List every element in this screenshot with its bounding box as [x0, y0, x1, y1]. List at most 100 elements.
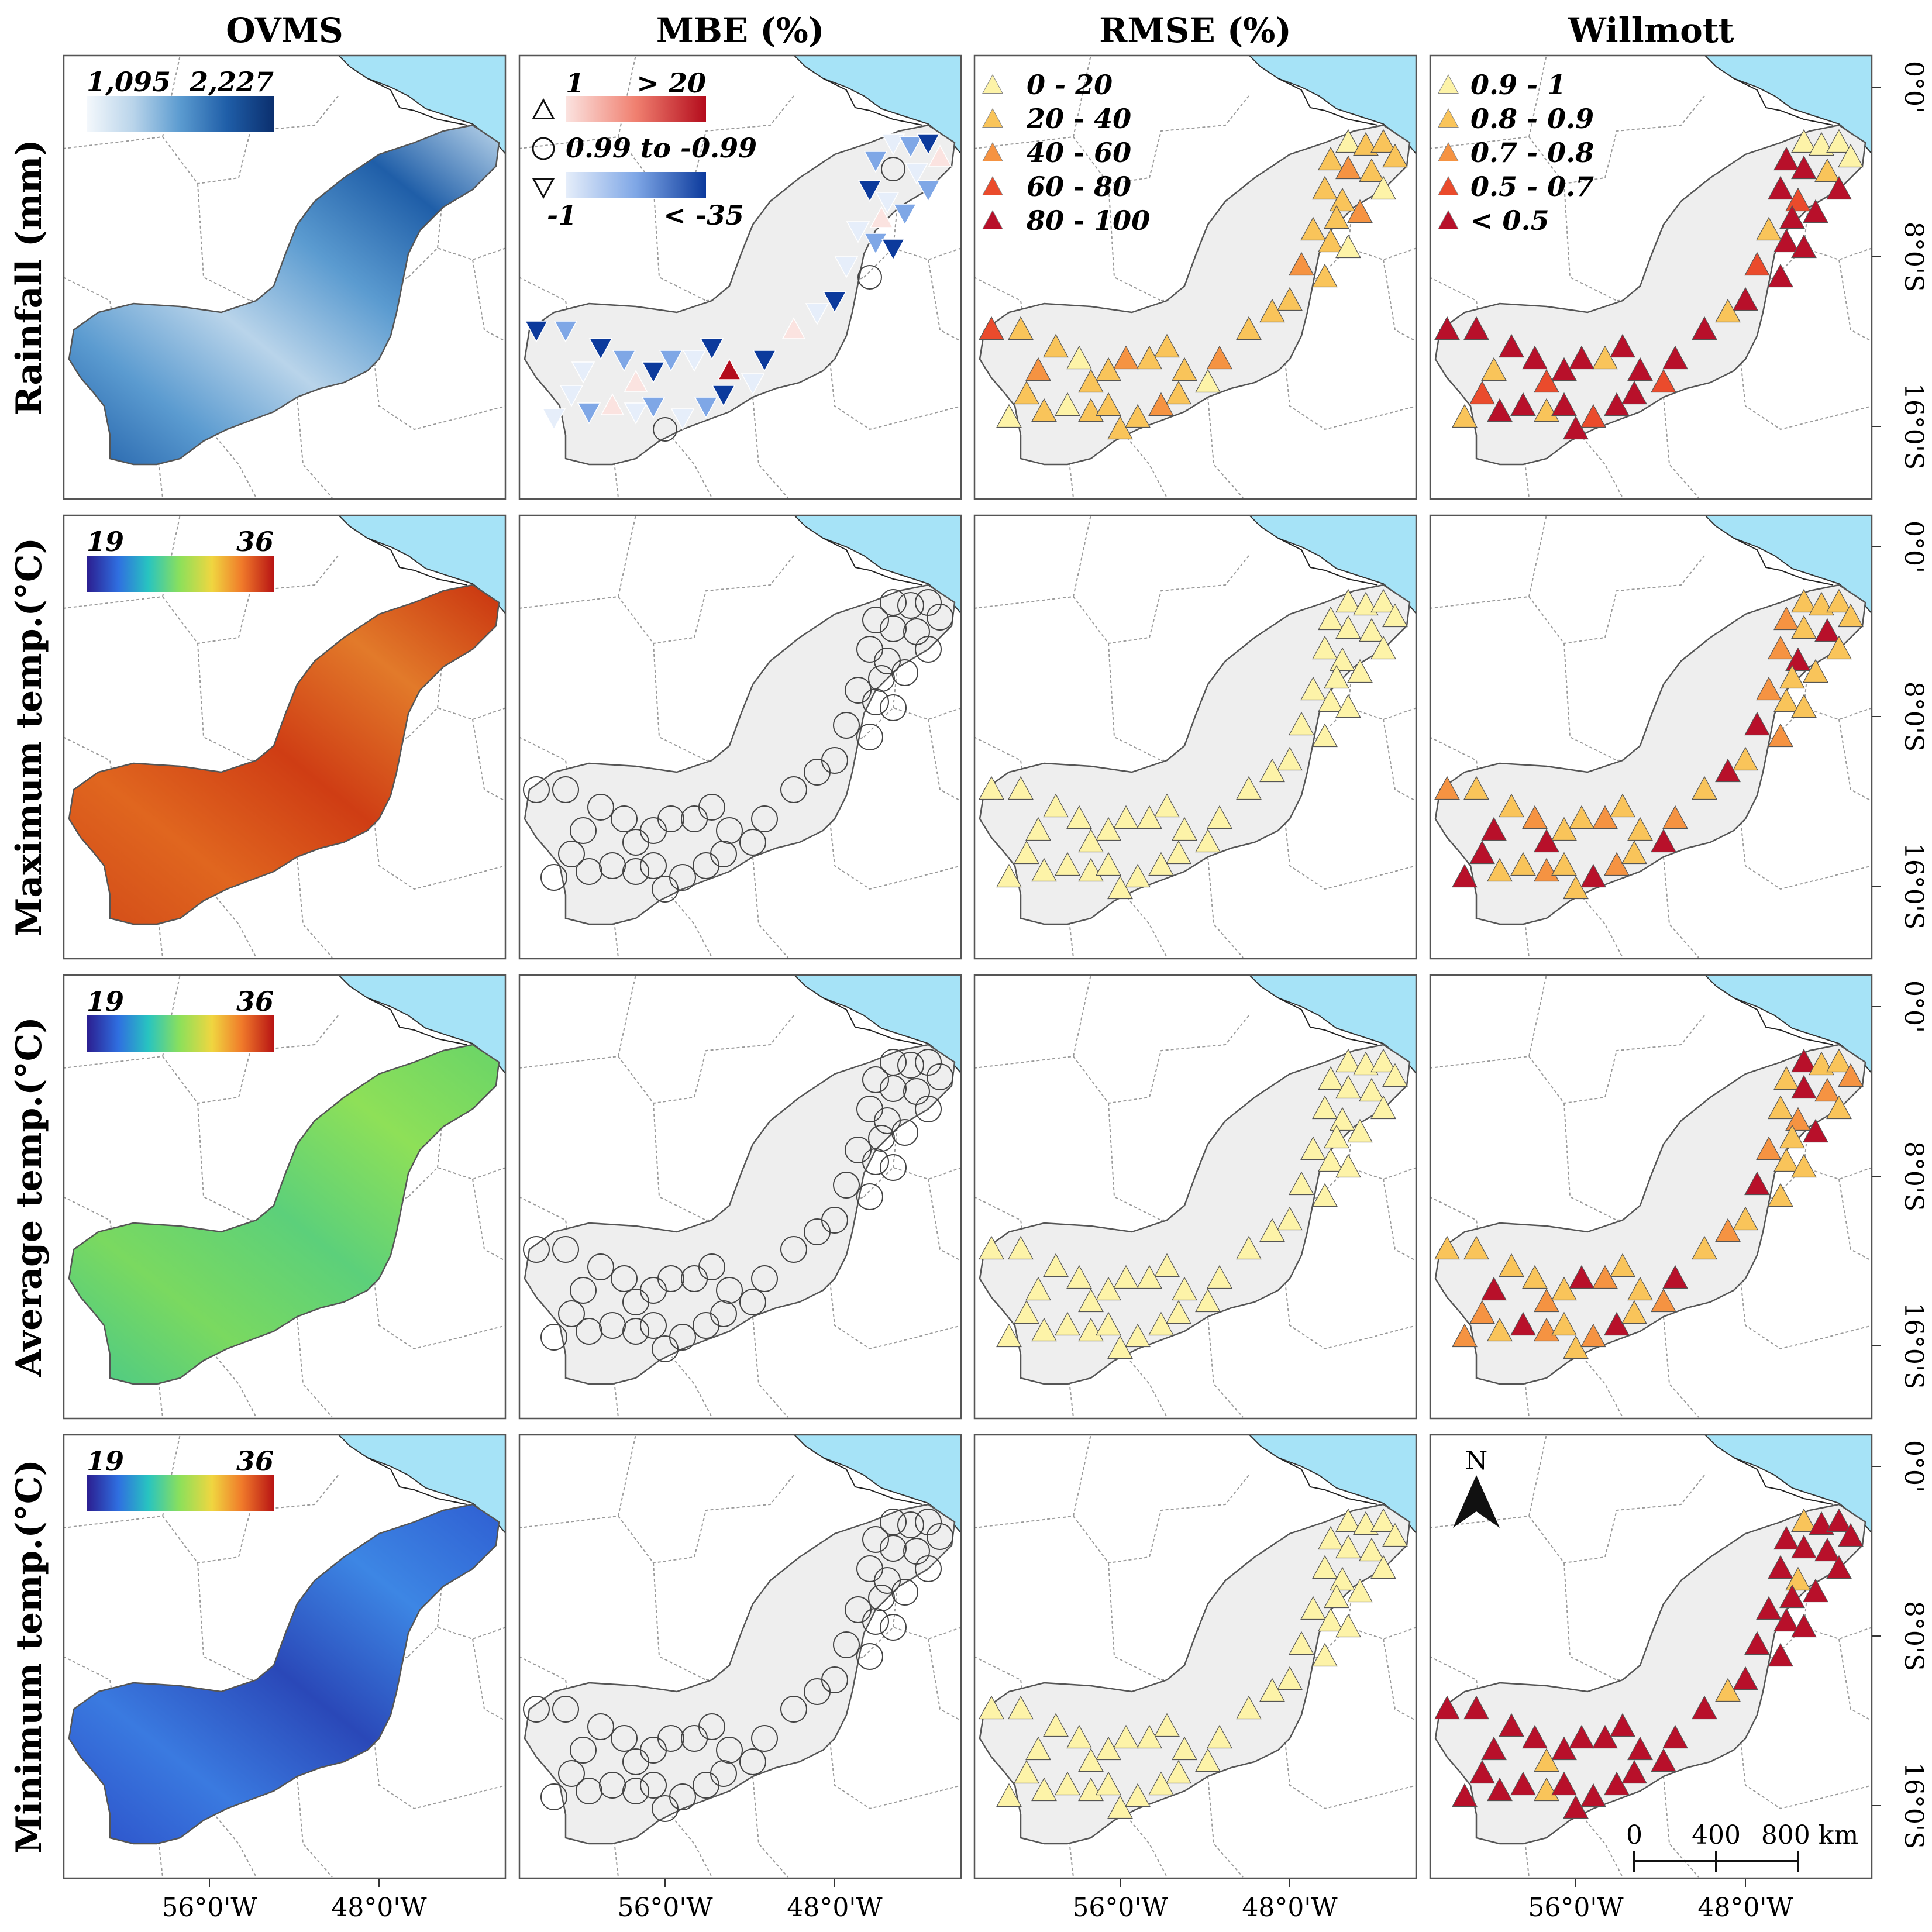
- state-border: [618, 1434, 636, 1517]
- station-rmse: [1359, 158, 1385, 182]
- state-border: [928, 719, 962, 802]
- station-rmse: [1259, 1218, 1285, 1242]
- station-rmse: [1300, 676, 1326, 701]
- state-border: [1663, 1316, 1699, 1418]
- state-border: [197, 1562, 251, 1680]
- station-willmott: [1580, 404, 1606, 428]
- state-border: [1108, 1103, 1162, 1221]
- station-rmse: [1347, 659, 1373, 683]
- station-rmse: [1137, 1724, 1162, 1749]
- station-willmott: [1773, 1525, 1799, 1550]
- rmse_legend-swatch-5: [982, 209, 1003, 229]
- station-willmott: [1768, 1555, 1793, 1579]
- station-rmse: [1172, 817, 1197, 841]
- ovms-colorbar-max: 36: [236, 1445, 274, 1477]
- station-circle: [669, 1783, 696, 1810]
- station-rmse: [1324, 205, 1349, 229]
- station-willmott: [1814, 1537, 1840, 1562]
- rmse_legend-label-3: 40 - 60: [1027, 137, 1131, 168]
- station-rmse: [1370, 1555, 1396, 1579]
- station-negative-bias: [670, 408, 695, 431]
- station-rmse: [1031, 398, 1057, 422]
- state-border: [367, 1673, 506, 1810]
- state-border: [1528, 974, 1547, 1057]
- station-circle: [587, 1713, 614, 1740]
- station-willmott: [1651, 369, 1676, 393]
- station-willmott: [1610, 793, 1635, 818]
- y-tick-label-4-3: 16°0'S: [1899, 1762, 1928, 1849]
- station-rmse: [1043, 793, 1069, 818]
- station-rmse: [1236, 316, 1262, 340]
- station-circle: [868, 1585, 895, 1611]
- state-border: [472, 259, 506, 342]
- station-negative-bias: [898, 136, 923, 159]
- station-circle: [804, 759, 831, 786]
- mbe-positive-colorbar: [566, 96, 706, 122]
- state-border: [863, 247, 962, 278]
- station-circle: [558, 841, 585, 867]
- state-border: [209, 888, 257, 958]
- rmse_legend-swatch-3: [982, 142, 1003, 161]
- station-rmse: [1154, 333, 1180, 358]
- panel-frame: [1429, 514, 1873, 960]
- state-border: [1733, 1673, 1872, 1810]
- x-tick-label-1-1: 56°0'W: [161, 1893, 257, 1923]
- station-willmott: [1785, 187, 1811, 212]
- station-negative-bias: [612, 350, 636, 372]
- station-rmse: [1113, 805, 1139, 829]
- state-border: [1207, 397, 1244, 498]
- station-circle: [880, 694, 907, 721]
- station-willmott: [1768, 1183, 1793, 1207]
- panel-frame: [1429, 974, 1873, 1420]
- station-negative-bias: [542, 408, 566, 431]
- station-willmott: [1604, 1771, 1630, 1796]
- state-border: [653, 1103, 707, 1221]
- coastline: [1733, 78, 1834, 126]
- state-border: [162, 974, 181, 1057]
- station-rmse: [1277, 1666, 1303, 1690]
- station-circle: [681, 805, 708, 832]
- state-border: [1383, 1638, 1417, 1721]
- station-rmse: [1166, 380, 1191, 405]
- station-willmott: [1463, 1695, 1489, 1720]
- station-rmse: [1107, 1795, 1133, 1819]
- station-circle: [833, 1631, 860, 1658]
- station-rmse: [1335, 1048, 1361, 1073]
- station-circle: [558, 1300, 585, 1327]
- station-willmott: [1534, 1748, 1559, 1772]
- station-willmott: [1826, 588, 1852, 613]
- state-border: [1108, 1562, 1162, 1680]
- state-border: [928, 259, 962, 342]
- state-border: [367, 1214, 506, 1350]
- station-circle: [523, 1236, 550, 1263]
- station-willmott: [1744, 1631, 1770, 1655]
- state-border: [1120, 1808, 1168, 1878]
- station-negative-bias: [682, 350, 707, 372]
- station-circle: [880, 1075, 907, 1102]
- station-negative-bias: [916, 133, 941, 156]
- scale-label-0: 0: [1626, 1820, 1642, 1850]
- station-willmott: [1551, 1771, 1577, 1796]
- state-border: [653, 183, 707, 301]
- station-willmott: [1551, 817, 1577, 841]
- station-circle: [915, 1509, 942, 1535]
- state-border: [1073, 974, 1091, 1057]
- station-rmse: [1008, 776, 1034, 800]
- station-negative-bias: [524, 321, 549, 343]
- station-willmott: [1469, 840, 1495, 865]
- station-rmse: [1335, 155, 1361, 180]
- station-positive-bias: [600, 393, 625, 415]
- station-willmott: [1662, 1265, 1688, 1289]
- state-border: [863, 707, 962, 738]
- station-negative-bias: [857, 180, 882, 202]
- station-rmse: [1207, 1724, 1232, 1749]
- station-willmott: [1487, 1317, 1513, 1342]
- state-border: [1575, 888, 1623, 958]
- station-willmott: [1768, 175, 1793, 200]
- station-willmott: [1756, 216, 1782, 241]
- station-rmse: [1289, 252, 1314, 276]
- station-circle: [881, 157, 905, 181]
- ovms-colorbar-min: 19: [87, 526, 124, 557]
- station-rmse: [1318, 228, 1344, 253]
